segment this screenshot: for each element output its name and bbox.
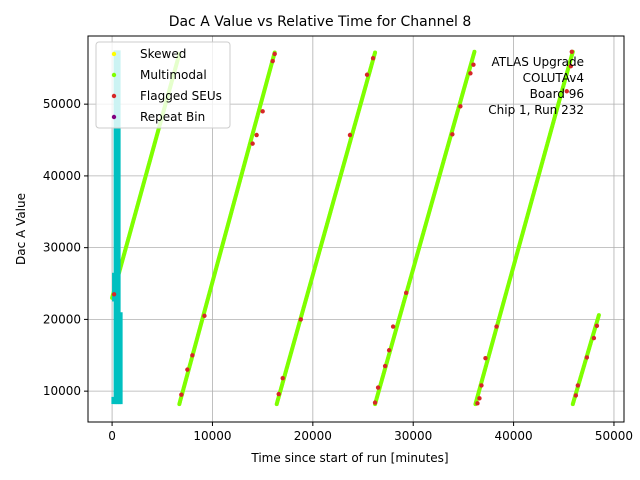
flagged-seu-point (594, 323, 600, 329)
flagged-seu-point (280, 376, 285, 381)
legend-marker (111, 114, 117, 120)
flagged-seu-point (272, 51, 277, 57)
flagged-seu-point (202, 313, 207, 319)
flagged-seu-point (390, 324, 396, 329)
grid-lines (88, 36, 624, 422)
x-tick-label: 40000 (494, 429, 532, 443)
y-tick-label: 40000 (43, 169, 81, 183)
legend-marker (111, 72, 117, 78)
y-axis-ticks: 10000 20000 30000 40000 50000 (43, 97, 88, 398)
flagged-seu-point (270, 58, 275, 64)
flagged-seu-point (477, 396, 482, 401)
x-tick-label: 50000 (595, 429, 633, 443)
multimodal-series (177, 50, 277, 407)
multimodal-point (596, 313, 601, 318)
flagged-seu-point (370, 56, 376, 61)
flagged-seu-point (254, 132, 259, 138)
flagged-seu-point (575, 383, 581, 388)
y-tick-label: 10000 (43, 384, 81, 398)
x-axis-ticks: 0 10000 20000 30000 40000 50000 (108, 422, 633, 443)
flagged-seu-point (471, 62, 476, 67)
annotation-line: ATLAS Upgrade (491, 55, 584, 69)
flagged-seu-point (185, 367, 190, 372)
legend-box (95, 41, 231, 129)
flagged-seu-point (458, 104, 463, 109)
flagged-seu-series (111, 49, 600, 406)
y-tick-label: 30000 (43, 241, 81, 255)
flagged-seu-point (569, 49, 575, 54)
flagged-seu-point (450, 132, 455, 137)
chart-title: Dac A Value vs Relative Time for Channel… (169, 14, 472, 30)
legend-marker (111, 51, 117, 57)
flagged-seu-point (372, 400, 378, 405)
flagged-seu-point (568, 63, 574, 69)
y-tick-label: 20000 (43, 312, 81, 326)
multimodal-series (373, 49, 477, 407)
flagged-seu-point (111, 292, 117, 297)
flagged-seu-point (483, 355, 488, 361)
legend-label: Multimodal (140, 68, 207, 82)
legend-marker (111, 93, 117, 99)
annotation-line: Chip 1, Run 232 (488, 103, 584, 117)
flagged-seu-point (276, 391, 281, 397)
multimodal-series (473, 49, 575, 407)
flagged-seu-point (468, 71, 473, 76)
legend-label: Flagged SEUs (140, 89, 222, 103)
flagged-seu-point (475, 401, 480, 406)
multimodal-point (373, 50, 378, 55)
flagged-seu-point (584, 355, 590, 360)
flagged-seu-point (190, 353, 195, 358)
flagged-seu-point (298, 317, 303, 322)
flagged-seu-point (494, 324, 499, 329)
flagged-seu-point (179, 392, 184, 397)
run-annotation: ATLAS Upgrade COLUTAv4 Board 96 Chip 1, Run… (488, 55, 584, 117)
x-tick-label: 0 (108, 429, 116, 443)
y-tick-label: 50000 (43, 97, 81, 111)
annotation-line: COLUTAv4 (523, 71, 584, 85)
axes-frame (87, 35, 625, 423)
flagged-seu-point (382, 363, 388, 369)
x-axis-label: Time since start of run [minutes] (250, 451, 448, 465)
flagged-seu-point (479, 383, 484, 388)
flagged-seu-point (375, 385, 381, 390)
legend-label: Skewed (140, 47, 186, 61)
flagged-seu-point (260, 109, 265, 114)
flagged-seu-point (591, 335, 597, 341)
flagged-seu-point (564, 89, 569, 94)
y-axis-label: Dac A Value (14, 193, 28, 265)
legend: Skewed Multimodal Flagged SEUs Repeat Bin (95, 41, 231, 129)
annotation-line: Board 96 (530, 87, 584, 101)
flagged-seu-point (573, 393, 579, 398)
flagged-seu-point (386, 348, 392, 353)
flagged-seu-point (403, 290, 409, 296)
flagged-seu-point (347, 132, 353, 138)
flagged-seu-point (364, 72, 370, 77)
x-tick-label: 10000 (193, 429, 231, 443)
legend-label: Repeat Bin (140, 110, 205, 124)
flagged-seu-point (250, 141, 255, 146)
x-tick-label: 30000 (394, 429, 432, 443)
x-tick-label: 20000 (294, 429, 332, 443)
multimodal-point (472, 49, 477, 54)
